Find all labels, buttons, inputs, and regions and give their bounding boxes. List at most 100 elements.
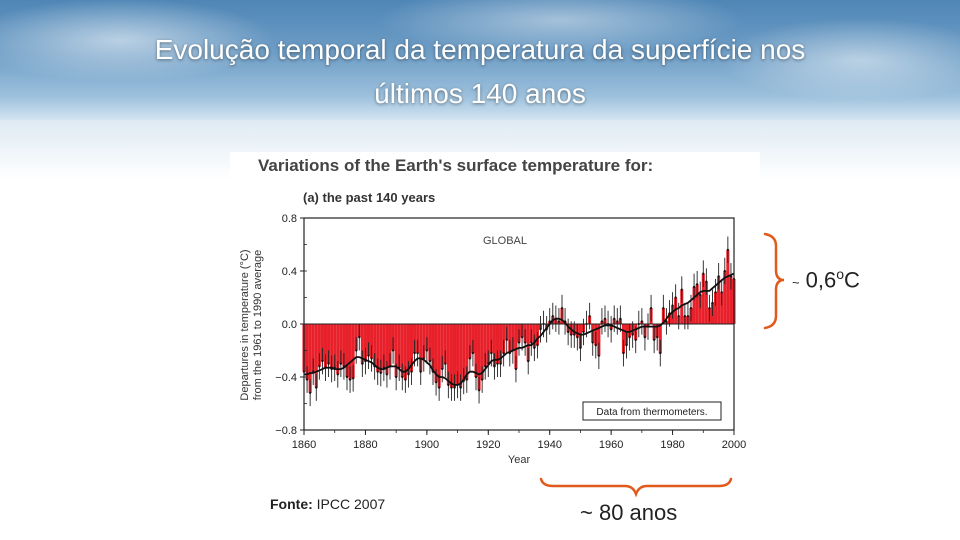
anomaly-bar <box>397 324 401 368</box>
anomaly-point <box>643 336 647 339</box>
anomaly-point <box>560 307 564 310</box>
anomaly-point <box>358 336 361 339</box>
anomaly-point <box>699 293 702 296</box>
x-tick-label: 1920 <box>476 439 500 451</box>
anomaly-point <box>686 314 690 318</box>
anomaly-point <box>496 362 499 365</box>
anomaly-point <box>450 386 453 389</box>
anomaly-bar <box>416 324 420 354</box>
anomaly-point <box>367 354 370 357</box>
anomaly-bar <box>508 324 512 354</box>
anomaly-point <box>502 352 505 355</box>
anomaly-bar <box>342 324 346 367</box>
anomaly-bar <box>456 324 460 385</box>
anomaly-point <box>514 367 518 371</box>
anomaly-point <box>481 378 484 381</box>
y-tick-label: −0.8 <box>275 425 297 437</box>
x-tick-label: 1900 <box>415 439 439 451</box>
anomaly-point <box>539 328 542 331</box>
anomaly-point <box>610 328 613 331</box>
anomaly-point <box>570 333 573 336</box>
anomaly-bar <box>621 324 625 354</box>
temperature-annotation-tilde: ~ <box>792 275 800 291</box>
anomaly-bar <box>502 324 506 354</box>
anomaly-point <box>683 314 686 318</box>
anomaly-point <box>671 304 674 307</box>
temperature-annotation-value: 0,6 <box>805 267 837 293</box>
anomaly-bar <box>314 324 318 388</box>
anomaly-point <box>625 344 628 347</box>
y-tick-label: −0.4 <box>275 372 297 384</box>
anomaly-point <box>434 381 438 384</box>
anomaly-point <box>345 375 349 379</box>
anomaly-bar <box>336 324 340 375</box>
anomaly-bar <box>308 324 312 393</box>
anomaly-point <box>717 275 720 278</box>
anomaly-bar <box>526 324 530 362</box>
anomaly-point <box>705 280 708 283</box>
anomaly-point <box>370 357 373 360</box>
anomaly-bar <box>351 324 355 379</box>
x-tick-label: 1980 <box>660 439 684 451</box>
anomaly-bar <box>419 324 423 372</box>
anomaly-point <box>447 383 450 387</box>
anomaly-point <box>600 320 604 323</box>
anomaly-point <box>640 320 643 323</box>
anomaly-point <box>493 365 496 368</box>
anomaly-point <box>355 349 358 352</box>
y-tick-label: 0.0 <box>282 319 297 331</box>
anomaly-point <box>413 352 416 355</box>
slide-title: Evolução temporal da temperatura da supe… <box>40 28 920 116</box>
anomaly-point <box>692 285 696 288</box>
anomaly-point <box>385 373 389 376</box>
anomaly-point <box>689 307 693 310</box>
anomaly-bar <box>428 324 432 362</box>
anomaly-point <box>616 320 619 323</box>
anomaly-point <box>524 341 527 344</box>
legend-text: Data from thermometers. <box>596 407 707 418</box>
anomaly-point <box>603 317 607 320</box>
anomaly-bar <box>323 324 328 368</box>
anomaly-bar <box>434 324 438 383</box>
anomaly-bar <box>422 324 426 359</box>
anomaly-point <box>662 307 665 310</box>
anomaly-point <box>631 333 634 336</box>
anomaly-bar <box>714 292 718 324</box>
anomaly-point <box>582 330 585 334</box>
source-value: IPCC 2007 <box>316 496 386 512</box>
anomaly-bar <box>471 324 475 354</box>
anomaly-bar <box>499 324 503 364</box>
anomaly-bar <box>394 324 398 377</box>
anomaly-point <box>379 371 382 375</box>
anomaly-bar <box>360 324 364 364</box>
anomaly-point <box>533 346 536 349</box>
smoothed-trend-line <box>304 272 735 386</box>
anomaly-point <box>404 378 407 381</box>
anomaly-bar <box>385 324 389 375</box>
anomaly-bar <box>406 324 410 375</box>
anomaly-point <box>490 352 493 355</box>
anomaly-point <box>656 336 659 339</box>
anomaly-bar <box>704 281 708 324</box>
anomaly-point <box>352 377 355 380</box>
anomaly-point <box>305 378 309 381</box>
anomaly-bar <box>492 324 496 367</box>
anomaly-bar <box>373 324 377 367</box>
anomaly-point <box>613 317 616 320</box>
anomaly-bar <box>459 324 463 388</box>
temperature-annotation: ~0,6oC <box>792 266 860 293</box>
anomaly-bar <box>717 276 721 324</box>
anomaly-point <box>474 375 478 379</box>
anomaly-point <box>438 386 441 389</box>
anomaly-point <box>315 386 318 389</box>
anomaly-point <box>708 307 711 310</box>
anomaly-bar <box>345 324 349 377</box>
slide-title-line-2: últimos 140 anos <box>374 78 586 109</box>
anomaly-bar <box>658 324 662 354</box>
anomaly-point <box>505 338 508 341</box>
years-annotation: ~ 80 anos <box>580 500 678 525</box>
anomaly-point <box>653 338 656 341</box>
y-tick-label: 0.8 <box>282 213 297 225</box>
anomaly-point <box>634 338 637 341</box>
anomaly-point <box>674 296 677 299</box>
